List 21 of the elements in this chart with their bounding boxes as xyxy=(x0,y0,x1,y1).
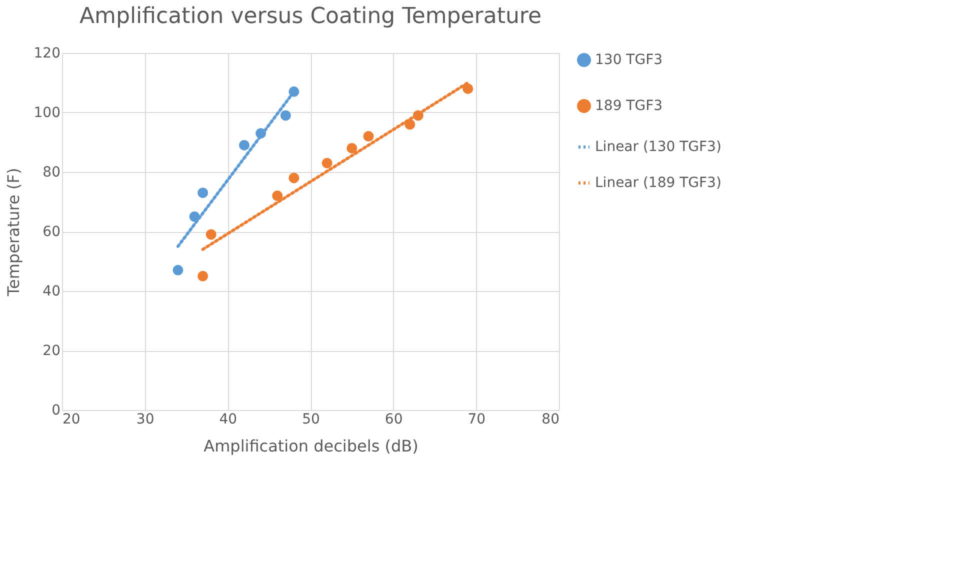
y-tick-label: 100 xyxy=(34,105,60,121)
y-tick-label: 60 xyxy=(42,224,60,240)
legend-label: 189 TGF3 xyxy=(595,98,663,114)
y-tick-label: 80 xyxy=(42,164,60,180)
x-axis-title: Amplification decibels (dB) xyxy=(204,436,418,456)
x-tick-label: 20 xyxy=(62,412,80,428)
y-tick-label: 0 xyxy=(52,402,60,418)
legend-label: 130 TGF3 xyxy=(595,52,663,68)
chart-title: Amplification versus Coating Temperature xyxy=(80,4,542,29)
x-tick-label: 70 xyxy=(468,412,486,428)
legend-label: Linear (130 TGF3) xyxy=(595,139,722,155)
y-axis-title: Temperature (F) xyxy=(4,168,23,298)
y-tick-label: 20 xyxy=(42,343,60,359)
y-tick-label: 40 xyxy=(42,284,60,300)
x-tick-label: 50 xyxy=(302,412,320,428)
x-tick-label: 60 xyxy=(384,412,403,428)
legend-label: Linear (189 TGF3) xyxy=(595,175,722,191)
y-tick-label: 120 xyxy=(34,46,60,62)
x-tick-label: 80 xyxy=(542,412,560,428)
x-tick-label: 40 xyxy=(219,412,238,428)
x-tick-label: 30 xyxy=(136,412,154,428)
